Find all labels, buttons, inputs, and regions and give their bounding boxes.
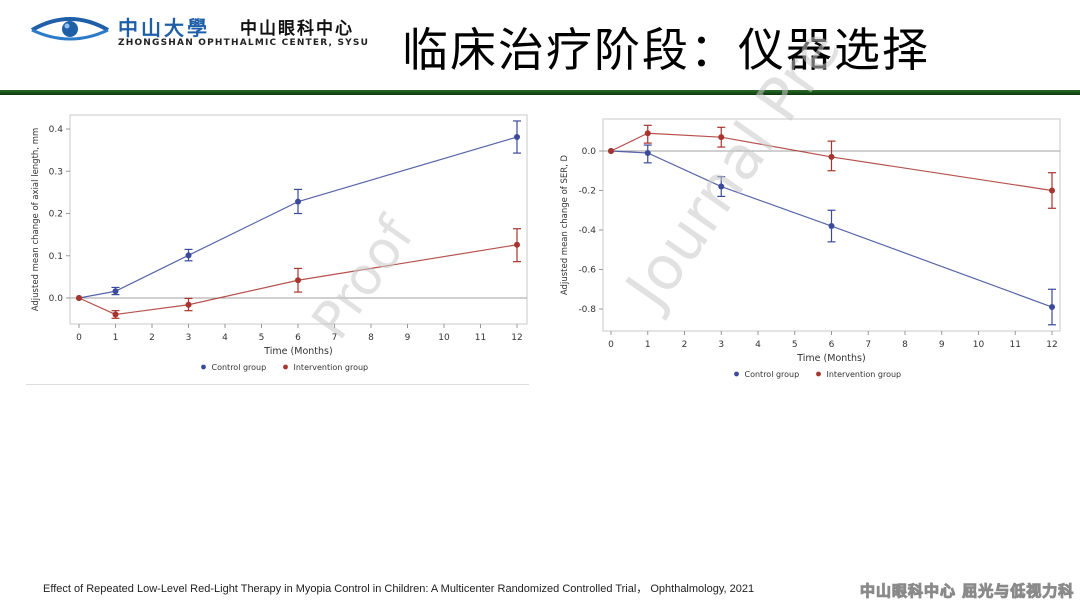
- x-tick-label: 1: [645, 340, 651, 350]
- x-axis-label: Time (Months): [263, 346, 332, 357]
- x-tick-label: 9: [405, 333, 411, 343]
- x-tick-label: 3: [186, 333, 192, 343]
- x-tick-label: 12: [511, 333, 522, 343]
- data-point: [718, 134, 725, 141]
- x-tick-label: 2: [682, 340, 688, 350]
- x-tick-label: 8: [902, 340, 908, 350]
- data-point: [295, 198, 301, 205]
- y-tick-label: -0.8: [578, 305, 596, 315]
- legend-label: Intervention group: [827, 370, 902, 379]
- control-group-series: [76, 120, 521, 301]
- intervention-group-series: [76, 228, 521, 319]
- y-tick-label: 0.0: [49, 294, 64, 304]
- y-tick-label: 0.4: [49, 125, 64, 135]
- y-axis-label: Adjusted mean change of SER, D: [560, 154, 570, 295]
- x-axis-label: Time (Months): [796, 353, 865, 364]
- x-tick-label: 7: [332, 333, 338, 343]
- x-tick-label: 3: [718, 340, 724, 350]
- data-point: [76, 295, 82, 301]
- data-point: [828, 223, 835, 230]
- legend-marker-icon: [816, 371, 821, 377]
- legend-label: Intervention group: [294, 363, 369, 372]
- x-tick-label: 9: [939, 340, 945, 350]
- x-tick-label: 11: [475, 333, 486, 343]
- center-name-cn: 中山眼科中心: [240, 19, 354, 39]
- x-tick-label: 6: [295, 333, 301, 343]
- data-point: [295, 277, 301, 284]
- slide-title: 临床治疗阶段：仪器选择: [402, 23, 930, 77]
- x-tick-label: 5: [259, 333, 265, 343]
- x-tick-label: 1: [113, 333, 119, 343]
- data-point: [514, 134, 520, 141]
- data-point: [718, 183, 725, 190]
- data-point: [828, 153, 835, 160]
- x-tick-label: 10: [973, 340, 985, 350]
- x-tick-label: 8: [368, 333, 374, 343]
- x-tick-label: 4: [755, 340, 761, 350]
- data-point: [185, 252, 192, 259]
- legend-marker-icon: [734, 371, 739, 377]
- data-point: [644, 149, 651, 156]
- y-tick-label: 0.1: [49, 252, 63, 262]
- citation-text: Effect of Repeated Low-Level Red-Light T…: [43, 583, 755, 595]
- data-point: [112, 288, 119, 295]
- chart-legend: Control group Intervention group: [734, 370, 901, 379]
- data-point: [112, 311, 119, 318]
- x-tick-label: 10: [438, 333, 450, 343]
- data-point: [1049, 187, 1055, 194]
- x-tick-label: 7: [865, 340, 871, 350]
- x-tick-label: 0: [76, 333, 82, 343]
- legend-marker-icon: [283, 364, 288, 370]
- y-axis-label: Adjusted mean change of axial length, mm: [31, 128, 41, 312]
- control-group-series: [608, 144, 1056, 326]
- y-tick-label: -0.2: [578, 187, 596, 197]
- footer-brand: 中山眼科中心 屈光与低视力科: [859, 582, 1075, 601]
- data-point: [1049, 304, 1055, 311]
- y-tick-label: -0.4: [578, 226, 596, 236]
- center-name-en: ZHONGSHAN OPHTHALMIC CENTER, SYSU: [118, 38, 370, 48]
- x-tick-label: 0: [608, 340, 614, 350]
- ser-plot: 0 1 2 3 4 5 6 7 8 9 10 11 120.0-0.2-0.4-0.6-0.8Time …: [560, 118, 1061, 379]
- university-name-cn: 中山大學: [118, 16, 210, 40]
- legend-marker-icon: [201, 364, 206, 370]
- x-tick-label: 12: [1046, 340, 1057, 350]
- data-point: [644, 130, 651, 137]
- zoc-logo: 中山大學 中山眼科中心 ZHONGSHAN OPHTHALMIC CENTER,…: [30, 8, 375, 52]
- chart-legend: Control group Intervention group: [201, 363, 368, 372]
- intervention-group-series: [608, 124, 1056, 209]
- x-tick-label: 6: [829, 340, 835, 350]
- y-tick-label: 0.2: [49, 210, 63, 220]
- x-tick-label: 4: [222, 333, 228, 343]
- x-tick-label: 11: [1010, 340, 1021, 350]
- y-tick-label: -0.6: [578, 266, 596, 276]
- header-divider: [0, 90, 1080, 95]
- legend-label: Control group: [212, 363, 267, 372]
- data-point: [514, 241, 520, 248]
- legend-label: Control group: [745, 370, 800, 379]
- data-point: [185, 301, 192, 308]
- y-tick-label: 0.0: [582, 147, 597, 157]
- x-tick-label: 5: [792, 340, 798, 350]
- x-tick-label: 2: [149, 333, 155, 343]
- y-tick-label: 0.3: [49, 167, 63, 177]
- eye-logo-icon: [30, 17, 110, 41]
- data-point: [608, 148, 614, 154]
